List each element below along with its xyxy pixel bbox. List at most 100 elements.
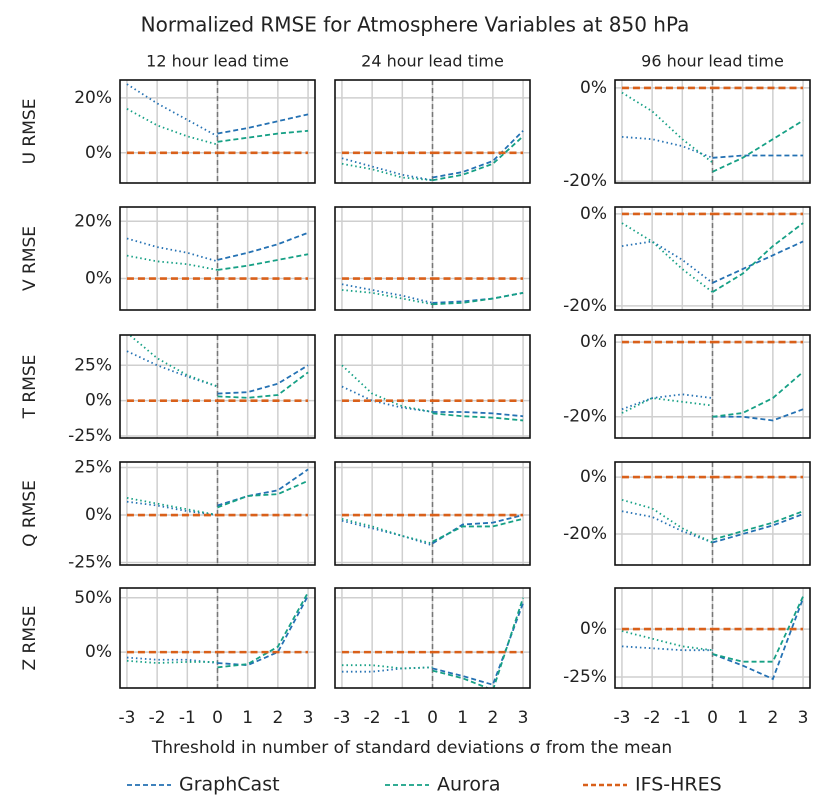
series-line [217,479,309,509]
y-tick-label: 0% [580,78,607,98]
series-line [126,108,218,146]
x-tick-label: 0 [707,708,718,728]
series-line [432,517,524,543]
panel-title: 24 hour lead time [361,52,504,71]
series-line [621,393,713,411]
panel-frame [334,206,531,311]
series-line [432,602,524,686]
panel-frame [614,461,811,566]
series-line [217,231,309,261]
panel-frame [119,206,316,311]
legend-label: IFS-HRES [635,774,722,796]
x-tick-label: 0 [212,708,223,728]
series-line [126,659,218,664]
panel-frame [119,587,316,689]
x-tick-label: -2 [364,708,381,728]
y-tick-label: 0% [580,204,607,224]
panel-frame [334,587,531,689]
series-line [217,591,309,669]
y-axis-label: Z RMSE [20,605,40,670]
y-tick-label: 0% [85,391,112,411]
y-tick-label: -25% [68,553,112,573]
x-tick-label: -1 [674,708,691,728]
series-line [432,412,524,422]
x-tick-label: 3 [303,708,314,728]
x-tick-label: 2 [272,708,283,728]
series-line [217,113,309,135]
x-tick-label: 3 [798,708,809,728]
x-tick-label: 1 [457,708,468,728]
x-tick-label: 0 [427,708,438,728]
series-line [126,83,218,138]
panel-title: 96 hour lead time [641,52,784,71]
series-line [621,135,713,159]
series-line [621,510,713,544]
series-line [621,397,713,414]
panel-frame [614,79,811,184]
y-tick-label: 25% [74,355,112,375]
y-tick-label: 0% [85,143,112,163]
panel-frame [334,79,531,184]
series-line [217,129,309,143]
series-line [432,130,524,179]
y-tick-label: -20% [563,171,607,191]
series-line [621,498,713,544]
panel-frame [334,461,531,566]
series-line [712,154,804,159]
series-line [341,517,433,545]
series-line [712,240,804,284]
series-line [712,119,804,173]
series-line [341,157,433,182]
series-line [128,335,218,388]
series-line [341,364,433,413]
y-tick-label: 0% [580,619,607,639]
panel-title: 12 hour lead time [146,52,289,71]
x-tick-label: -2 [644,708,661,728]
y-tick-label: -20% [563,296,607,316]
series-line [341,283,433,304]
series-line [341,289,433,306]
series-line [432,291,524,304]
series-line [712,222,804,293]
x-tick-label: 2 [487,708,498,728]
series-line [432,135,524,182]
panel-frame [334,334,531,439]
y-tick-label: -20% [563,524,607,544]
series-line [341,162,433,182]
x-tick-label: -3 [118,708,135,728]
series-line [621,91,714,164]
y-tick-label: -25% [563,667,607,687]
series-line [341,385,433,413]
y-tick-label: 20% [74,211,112,231]
series-line [621,630,713,652]
x-tick-label: 1 [242,708,253,728]
legend-label: Aurora [437,774,501,796]
series-line [126,656,218,664]
series-line [712,596,804,663]
y-tick-label: 50% [74,588,112,608]
series-line [126,254,218,271]
y-tick-label: 0% [85,269,112,289]
series-line [217,364,309,395]
series-line [432,291,524,306]
panel-frame [119,334,316,439]
series-line [712,598,804,681]
series-line [126,497,218,516]
series-line [712,513,804,544]
legend-label: GraphCast [179,774,280,796]
x-tick-label: -1 [179,708,196,728]
series-line [126,237,218,263]
panel-frame [614,206,811,311]
y-tick-label: 20% [74,88,112,108]
series-line [432,514,524,545]
panel-frame [119,461,316,566]
figure-title: Normalized RMSE for Atmosphere Variables… [141,13,690,37]
series-line [217,371,309,399]
series-line [126,500,218,516]
series-line [712,371,804,418]
x-tick-label: 2 [767,708,778,728]
series-line [621,645,713,652]
series-line [341,664,433,670]
series-line [432,411,524,418]
x-tick-label: -2 [149,708,166,728]
